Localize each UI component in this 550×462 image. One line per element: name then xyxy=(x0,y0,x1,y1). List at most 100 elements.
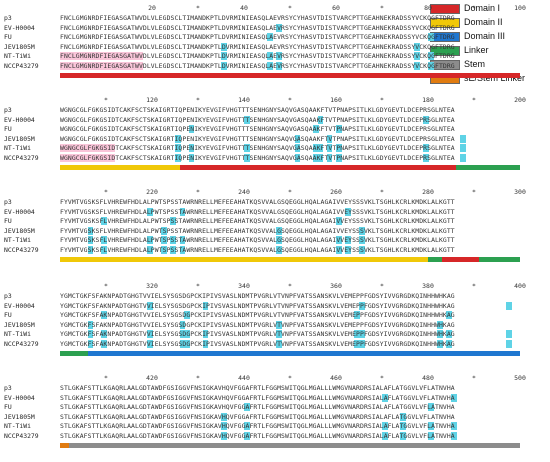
sequence-name: JEV1805M xyxy=(4,226,35,235)
variant-highlight xyxy=(336,144,342,153)
variant-highlight xyxy=(506,330,512,339)
sequence-text: YGMCTGKFSFAKNPADTGHGTVVIELSYSGSDGPCKIPIV… xyxy=(60,340,455,348)
sequence-row: NT-TiWi WGNGCGLFGKGSIDTCAKFSCTSKAIGRTIQPE… xyxy=(0,144,520,153)
sequence-row: EV-H0004 WGNGCGLFGKGSIDTCAKFSCTSKAIGRTIQP… xyxy=(0,115,520,124)
variant-highlight xyxy=(101,311,107,320)
ruler-tick: 360 xyxy=(330,282,342,290)
sequence-row: FU WGNGCGLFGKGSIDTCAKFSCTSKAIGRTIQPENIKYE… xyxy=(0,125,520,134)
variant-highlight xyxy=(336,125,342,134)
variant-highlight xyxy=(276,52,282,61)
variant-highlight xyxy=(451,422,457,431)
variant-highlight xyxy=(221,422,227,431)
ruler-tick: 400 xyxy=(514,282,526,290)
variant-highlight xyxy=(276,62,282,70)
variant-highlight xyxy=(451,432,457,440)
sequence-name: p3 xyxy=(4,198,12,206)
variant-highlight xyxy=(359,301,365,310)
sequence-name: p3 xyxy=(4,14,12,22)
variant-highlight xyxy=(428,52,434,61)
variant-highlight xyxy=(437,340,443,348)
variant-highlight xyxy=(359,226,365,235)
ruler-tick: * xyxy=(104,96,108,104)
variant-highlight xyxy=(101,236,107,245)
sequence-name: FU xyxy=(4,125,12,134)
sequence-row: NCCP43279 YGMCTGKFSFAKNPADTGHGTVVIELSYSGS… xyxy=(0,340,520,348)
sequence-text: YGMCTGKFSFAKNPADTGHGTVVIELSYSGSDGPCKIPIV… xyxy=(60,330,455,339)
variant-highlight xyxy=(345,236,351,245)
ruler-tick: * xyxy=(196,96,200,104)
variant-highlight xyxy=(446,330,452,339)
ruler-tick: 100 xyxy=(514,4,526,12)
variant-highlight xyxy=(437,320,443,329)
variant-highlight xyxy=(147,340,153,348)
variant-highlight xyxy=(326,134,333,143)
sequence-name: EV-H0004 xyxy=(4,23,35,32)
ruler-tick: * xyxy=(380,4,384,12)
ruler-tick: * xyxy=(104,282,108,290)
variant-highlight xyxy=(354,330,360,339)
ruler-tick: * xyxy=(472,96,476,104)
variant-highlight xyxy=(87,340,94,348)
ruler-tick: * xyxy=(288,282,292,290)
ruler-tick: 440 xyxy=(238,374,250,382)
ruler-tick: * xyxy=(472,374,476,382)
sequence-text: STLGKAFSTTLKGAQRLAALGDTAWDFGSIGGVFNSIGKA… xyxy=(60,403,455,412)
variant-highlight xyxy=(294,154,301,162)
variant-highlight xyxy=(382,432,388,440)
variant-highlight xyxy=(179,330,186,339)
ruler-tick: * xyxy=(472,282,476,290)
sequence-text: WGNGCGLFGKGSIDTCAKFSCTSKAIGRTIQPENIKYEVG… xyxy=(60,144,455,153)
legend-swatch xyxy=(430,18,460,28)
ruler-tick: * xyxy=(380,282,384,290)
variant-highlight xyxy=(428,422,434,431)
sequence-row: EV-H0004 STLGKAFSTTLKGAQRLAALGDTAWDFGSIGG… xyxy=(0,393,520,402)
variant-highlight xyxy=(175,144,181,153)
legend-item: Linker xyxy=(430,44,548,58)
sequence-row: NT-TiWi STLGKAFSTTLKGAQRLAALGDTAWDFGSIGGV… xyxy=(0,422,520,431)
sequence-name: NCCP43279 xyxy=(4,154,39,162)
domain-bar-segment xyxy=(60,256,428,262)
legend-swatch xyxy=(430,4,460,14)
sequence-row: FU FNCLGMGNRDFIEGASGATWVDLVLEGDSCLTIMANDK… xyxy=(0,33,520,42)
sequence-name: JEV1805M xyxy=(4,412,35,421)
sequence-name: EV-H0004 xyxy=(4,393,35,402)
legend-swatch xyxy=(430,46,460,56)
sequence-row: JEV1805M WGNGCGLFGKGSIDTCAKFSCTSKAIGRTIQP… xyxy=(0,134,520,143)
ruler-tick: * xyxy=(380,96,384,104)
domain-legend: Domain I Domain II Domain III Linker Stem sE/… xyxy=(430,2,548,86)
sequence-text: WGNGCGLFGKGSIDTCAKFSCTSKAIGRTIQPENIKYEVG… xyxy=(60,154,455,162)
variant-highlight xyxy=(188,125,195,134)
variant-highlight xyxy=(336,217,342,226)
variant-highlight xyxy=(221,42,227,51)
variant-highlight xyxy=(221,52,227,61)
sequence-row: NCCP43279 FNCLGMGNRDFIEGASGATWVDLVLEGDSCL… xyxy=(0,62,520,70)
variant-highlight xyxy=(446,340,452,348)
sequence-name: EV-H0004 xyxy=(4,301,35,310)
ruler-tick: 500 xyxy=(514,374,526,382)
variant-highlight xyxy=(188,154,195,162)
variant-highlight xyxy=(147,301,153,310)
sequence-row: p3 FYVMTVGSKSFLVHREWFHDLALPWTSPSSTAWRNREL… xyxy=(0,198,520,206)
ruler-tick: 260 xyxy=(330,188,342,196)
sequence-text: STLGKAFSTTLKGAQRLAALGDTAWDFGSIGGVFNSIGKA… xyxy=(60,384,455,392)
ruler-tick: * xyxy=(380,374,384,382)
variant-highlight xyxy=(244,432,250,440)
variant-highlight xyxy=(313,125,319,134)
variant-highlight xyxy=(184,330,190,339)
sequence-name: JEV1805M xyxy=(4,42,35,51)
ruler-tick: 300 xyxy=(514,188,526,196)
sequence-row: JEV1805M FNCLGMGNRDFIEGASGATWVDLVLEGDSCLT… xyxy=(0,42,520,51)
ruler-tick: * xyxy=(104,374,108,382)
variant-highlight xyxy=(221,62,227,70)
variant-highlight xyxy=(170,217,176,226)
ruler-tick: 420 xyxy=(146,374,158,382)
sequence-name: NCCP43279 xyxy=(4,62,39,70)
variant-highlight xyxy=(60,144,116,153)
sequence-name: NT-TiWi xyxy=(4,52,31,61)
ruler-tick: 180 xyxy=(422,96,434,104)
ruler-tick: 280 xyxy=(422,188,434,196)
domain-bar-segment xyxy=(69,442,520,448)
variant-highlight xyxy=(354,311,360,320)
position-ruler: * 220 * 240 * 260 * 280 * 300 xyxy=(60,188,526,196)
sequence-text: FNCLGMGNRDFIEGASGATWVDLVLEGDSCLTIMANDKPT… xyxy=(60,23,455,32)
